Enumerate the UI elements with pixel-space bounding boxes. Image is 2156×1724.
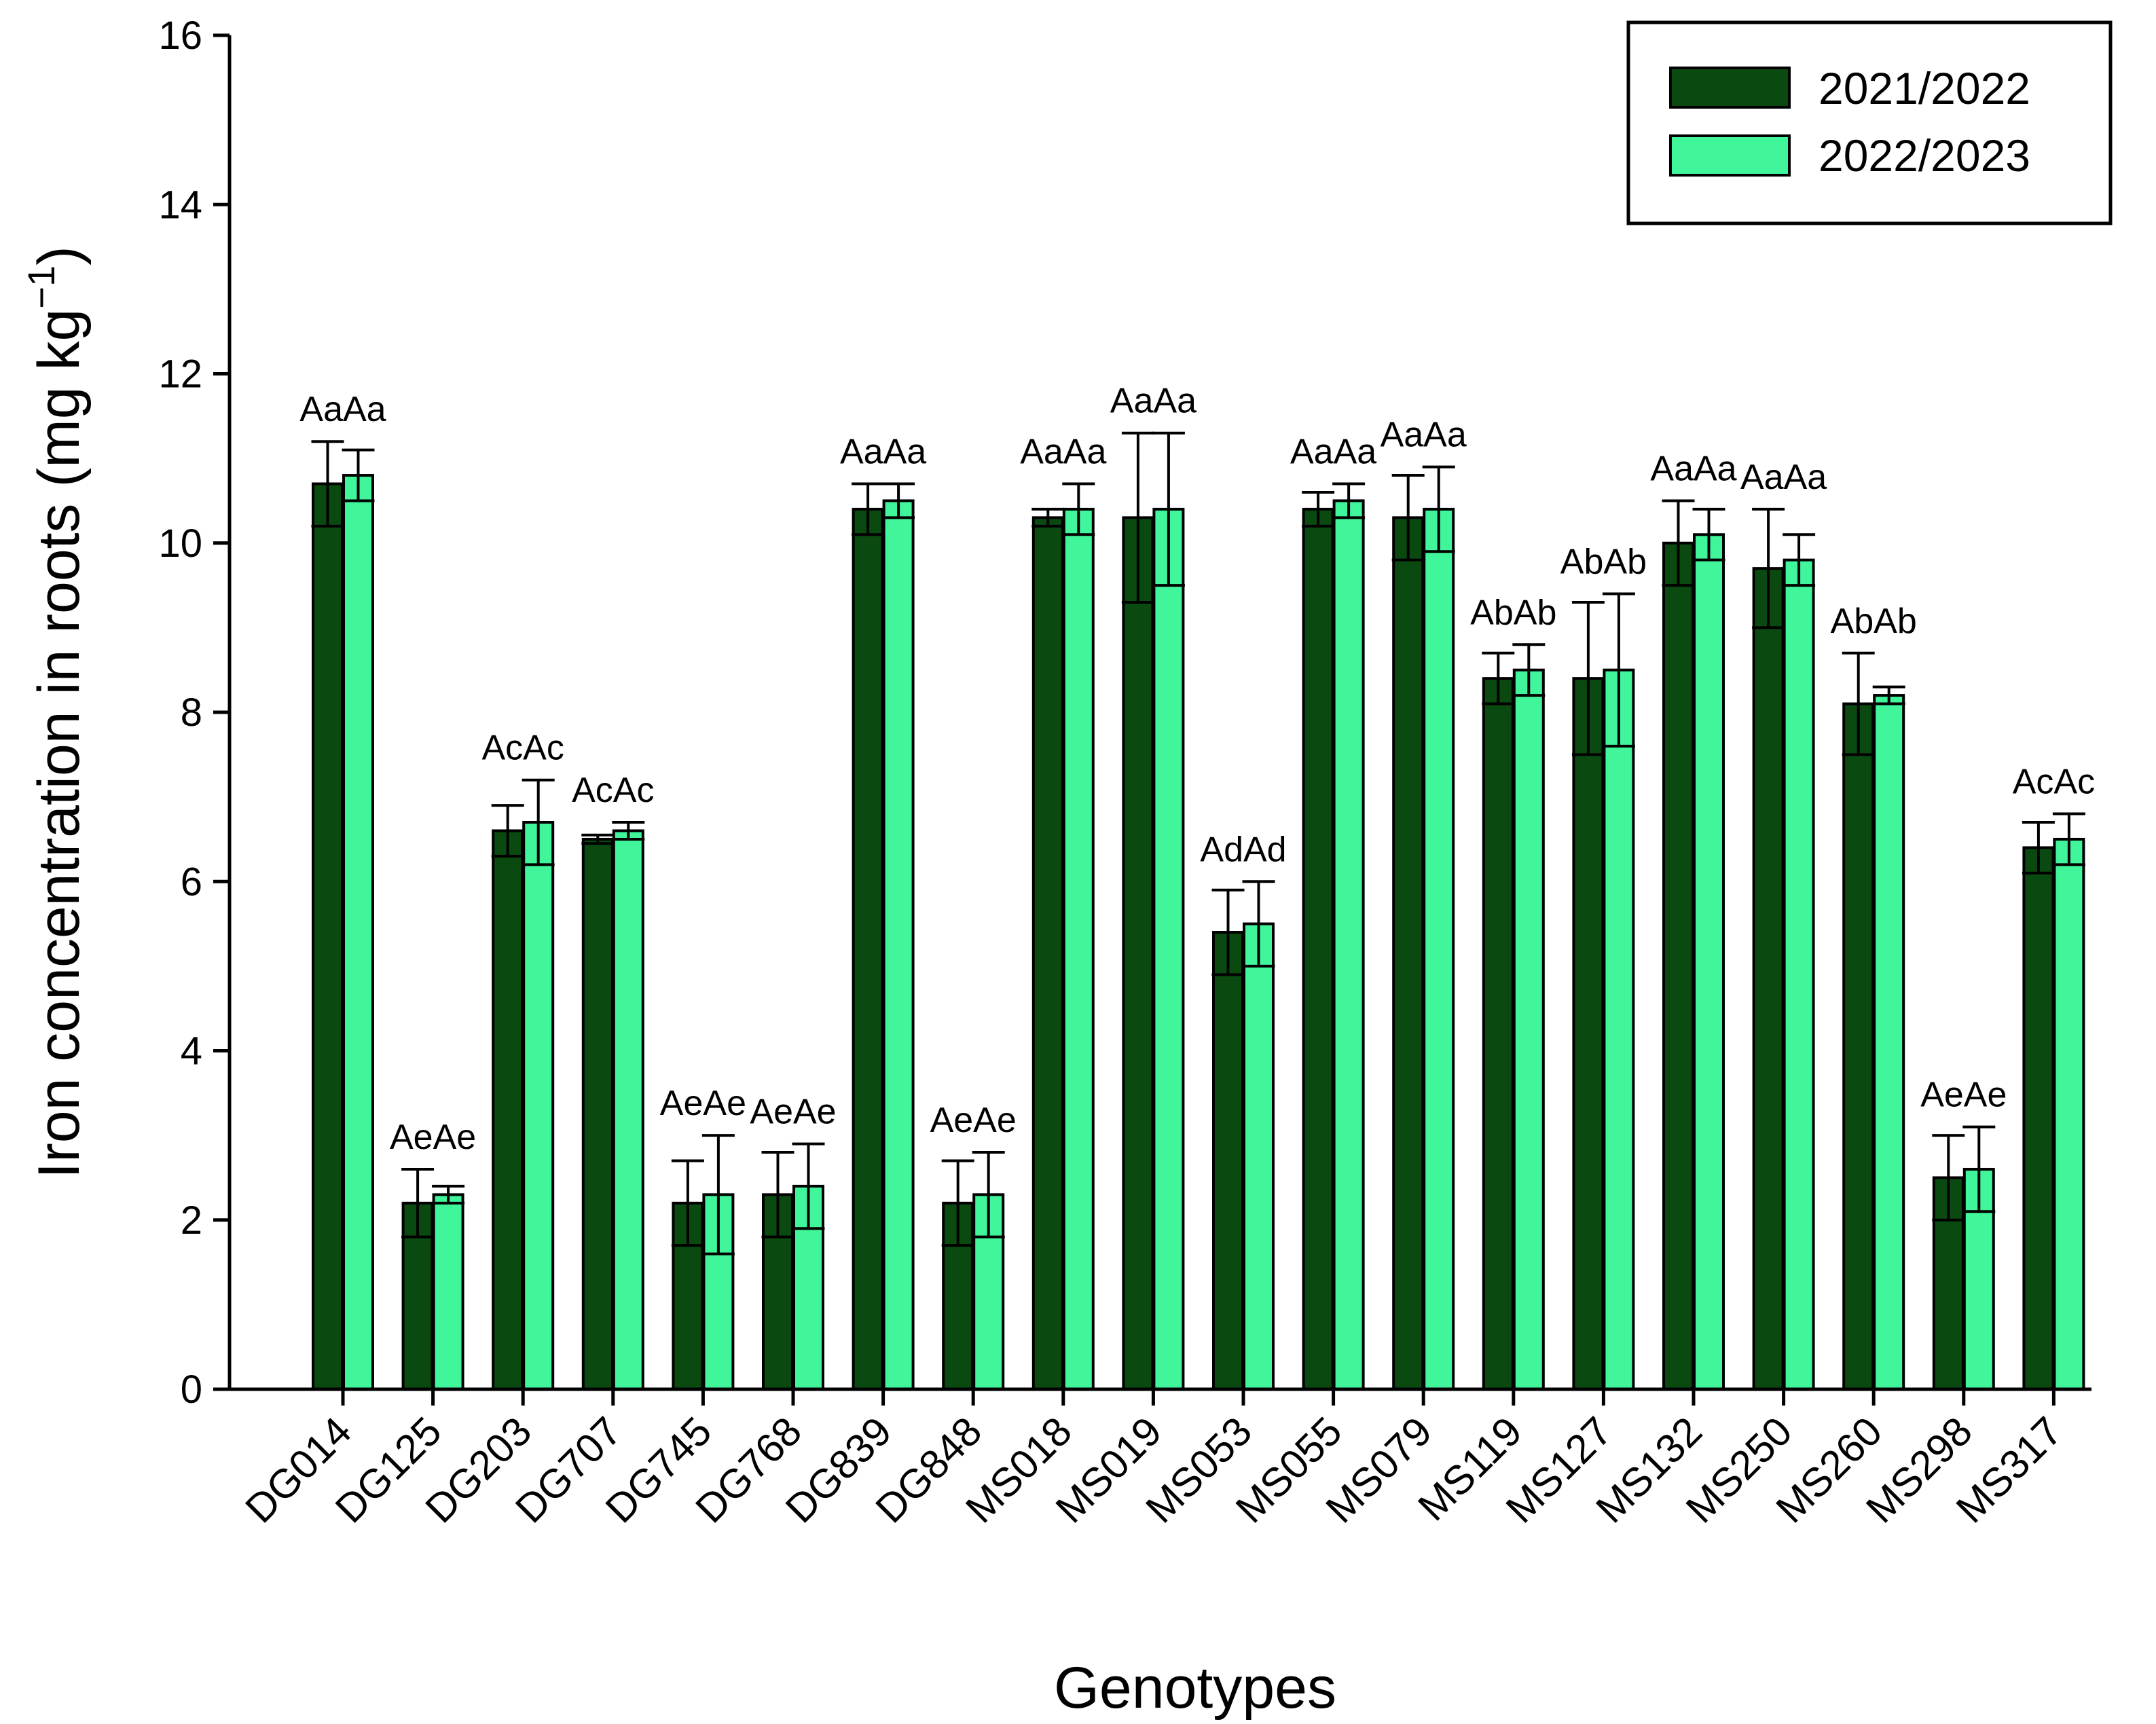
bar bbox=[852, 507, 884, 1391]
bar bbox=[1572, 677, 1605, 1391]
bar-group: AaAa bbox=[840, 433, 926, 1391]
significance-label: AbAb bbox=[1560, 543, 1647, 582]
bar-group: AaAa bbox=[1110, 382, 1196, 1391]
legend-swatch-2021-2022 bbox=[1669, 67, 1791, 109]
bar bbox=[432, 1193, 464, 1391]
bar bbox=[312, 482, 344, 1391]
bar-group: AcAc bbox=[572, 771, 654, 1391]
bar bbox=[1482, 677, 1514, 1391]
y-axis-title-close: ) bbox=[26, 246, 92, 265]
bar bbox=[2053, 837, 2085, 1391]
y-tick-label: 16 bbox=[158, 14, 202, 58]
bar-group: AeAe bbox=[750, 1093, 837, 1391]
bar bbox=[882, 499, 915, 1391]
x-axis-title: Genotypes bbox=[1054, 1655, 1336, 1721]
bar bbox=[1152, 507, 1185, 1391]
significance-label: AeAe bbox=[1920, 1076, 2007, 1115]
bar bbox=[1302, 507, 1334, 1391]
significance-label: AaAa bbox=[1740, 458, 1827, 497]
significance-label: AaAa bbox=[1650, 449, 1736, 488]
bar-group: AeAe bbox=[930, 1101, 1017, 1391]
bar bbox=[1062, 507, 1095, 1391]
significance-label: AeAe bbox=[750, 1093, 836, 1132]
bar bbox=[1512, 668, 1545, 1391]
legend: 2021/2022 2022/2023 bbox=[1626, 20, 2113, 225]
bar bbox=[1842, 702, 1875, 1391]
significance-label: AaAa bbox=[840, 433, 926, 472]
bar bbox=[1212, 931, 1244, 1391]
bar-group: AeAe bbox=[1920, 1076, 2007, 1391]
y-axis-title: Iron concentration in roots (mg kg−1) bbox=[20, 246, 92, 1179]
legend-label-2021-2022: 2021/2022 bbox=[1819, 63, 2030, 113]
significance-label: AaAa bbox=[1110, 382, 1196, 421]
bar-group: AbAb bbox=[1560, 543, 1647, 1391]
y-tick-label: 6 bbox=[181, 860, 202, 904]
bar bbox=[581, 837, 614, 1391]
bar bbox=[1752, 567, 1785, 1391]
significance-label: AbAb bbox=[1831, 602, 1917, 641]
bar bbox=[1122, 516, 1154, 1391]
significance-label: AaAa bbox=[1290, 433, 1376, 472]
y-tick-label: 12 bbox=[158, 352, 202, 397]
significance-label: AeAe bbox=[390, 1118, 476, 1157]
bar bbox=[1392, 516, 1425, 1391]
y-tick-label: 8 bbox=[181, 691, 202, 735]
bar bbox=[1423, 507, 1455, 1391]
bar bbox=[1332, 499, 1365, 1391]
bar-group: AbAb bbox=[1470, 593, 1556, 1391]
bar-group: AaAa bbox=[1740, 458, 1827, 1391]
y-tick-label: 10 bbox=[158, 521, 202, 566]
y-tick-label: 0 bbox=[181, 1368, 202, 1412]
y-ticks: 0 2 4 6 8 10 12 14 16 bbox=[158, 14, 230, 1412]
bar-group: AeAe bbox=[390, 1118, 476, 1391]
bar bbox=[1243, 922, 1275, 1391]
significance-label: AcAc bbox=[2013, 763, 2095, 802]
significance-label: AaAa bbox=[1381, 416, 1467, 455]
significance-label: AeAe bbox=[930, 1101, 1017, 1140]
y-tick-label: 14 bbox=[158, 183, 202, 227]
bar-group: AaAa bbox=[1290, 433, 1376, 1391]
significance-label: AaAa bbox=[1020, 433, 1106, 472]
bar bbox=[1662, 541, 1694, 1391]
legend-box bbox=[1626, 20, 2113, 225]
bar bbox=[1693, 533, 1725, 1391]
bar-group: AaAa bbox=[299, 390, 386, 1391]
bar bbox=[612, 829, 644, 1391]
bar bbox=[522, 821, 555, 1391]
significance-label: AcAc bbox=[482, 729, 564, 768]
bar-group: AdAd bbox=[1200, 830, 1287, 1391]
bar bbox=[1873, 694, 1905, 1391]
bar-group: AcAc bbox=[482, 729, 564, 1391]
bar-group: AaAa bbox=[1381, 416, 1467, 1391]
bar-group: AeAe bbox=[660, 1084, 746, 1391]
significance-label: AbAb bbox=[1470, 593, 1556, 632]
y-tick-label: 2 bbox=[181, 1198, 202, 1243]
y-tick-label: 4 bbox=[181, 1029, 202, 1074]
bar-group: AbAb bbox=[1831, 602, 1917, 1391]
bar bbox=[1603, 668, 1635, 1391]
y-axis-title-superscript: −1 bbox=[20, 265, 62, 309]
bar-group: AcAc bbox=[2013, 763, 2095, 1391]
bar bbox=[342, 474, 374, 1391]
legend-label-2022-2023: 2022/2023 bbox=[1819, 130, 2030, 181]
bar bbox=[1783, 558, 1815, 1391]
bar bbox=[2022, 846, 2055, 1391]
significance-label: AeAe bbox=[660, 1084, 746, 1123]
significance-label: AdAd bbox=[1200, 830, 1286, 869]
significance-label: AaAa bbox=[299, 390, 386, 429]
bar-group: AaAa bbox=[1020, 433, 1106, 1391]
significance-label: AcAc bbox=[572, 771, 654, 810]
bar bbox=[492, 829, 524, 1391]
legend-swatch-2022-2023 bbox=[1669, 134, 1791, 177]
y-axis-title-main: Iron concentration in roots (mg kg bbox=[26, 309, 92, 1179]
bar bbox=[1031, 516, 1064, 1391]
bar-group: AaAa bbox=[1650, 449, 1737, 1391]
